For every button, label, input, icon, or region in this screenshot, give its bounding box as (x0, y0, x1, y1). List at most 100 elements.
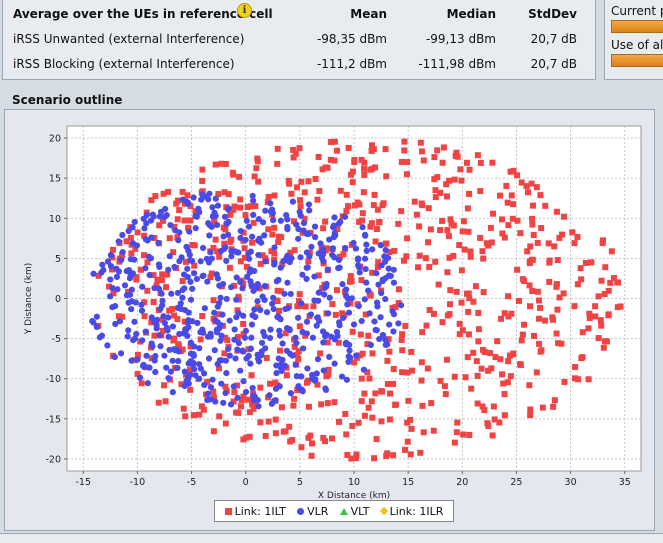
point-vlr (212, 398, 219, 405)
point-link-1ilt (320, 225, 327, 232)
point-vlr (292, 361, 299, 368)
point-link-1ilt (466, 295, 473, 302)
point-vlr (343, 376, 351, 383)
point-link-1ilt (477, 159, 484, 166)
point-vlr (299, 271, 306, 278)
point-link-1ilt (437, 377, 444, 384)
point-vlr (166, 253, 173, 260)
point-link-1ilt (419, 329, 426, 336)
point-vlr (328, 333, 335, 340)
point-vlr (322, 386, 330, 394)
point-link-1ilt (517, 361, 524, 368)
point-link-1ilt (252, 401, 259, 408)
point-link-1ilt (175, 342, 182, 349)
legend-item-1ilr[interactable]: Link: 1ILR (379, 505, 443, 518)
point-vlr (257, 306, 264, 314)
point-link-1ilt (444, 269, 451, 276)
point-link-1ilt (361, 390, 368, 397)
point-link-1ilt (222, 226, 229, 233)
scenario-scatter-chart: -15 -10 -5 0 5 10 15 20 25 30 35 -20 -15 -10 -5 0 5 10 15 2… (24, 125, 642, 501)
y-tick-label: 15 (49, 174, 61, 185)
point-vlr (350, 321, 358, 328)
point-link-1ilt (603, 338, 610, 345)
point-link-1ilt (404, 369, 411, 376)
point-link-1ilt (230, 398, 237, 405)
point-vlr (376, 335, 383, 343)
point-link-1ilt (123, 238, 130, 245)
point-vlr (179, 196, 186, 203)
point-vlr (142, 236, 149, 243)
point-vlr (193, 275, 201, 283)
point-link-1ilt (607, 279, 614, 286)
point-vlr (169, 323, 177, 330)
legend-item-1ilt[interactable]: Link: 1ILT (224, 505, 286, 518)
point-link-1ilt (197, 336, 204, 343)
point-link-1ilt (523, 183, 530, 190)
point-link-1ilt (148, 197, 155, 204)
point-vlr (242, 388, 250, 396)
point-link-1ilt (322, 218, 329, 225)
point-link-1ilt (106, 283, 113, 290)
point-link-1ilt (595, 293, 602, 300)
point-link-1ilt (215, 365, 222, 372)
point-link-1ilt (432, 258, 439, 265)
legend-label: VLT (350, 504, 370, 518)
point-link-1ilt (290, 402, 297, 409)
point-link-1ilt (184, 192, 191, 199)
row-stddev: 20,7 dB (530, 32, 577, 46)
point-link-1ilt (199, 313, 206, 320)
point-link-1ilt (366, 290, 373, 297)
point-vlr (121, 282, 129, 289)
point-vlr (242, 236, 249, 243)
point-vlr (324, 266, 331, 273)
point-vlr (93, 313, 100, 320)
point-vlr (276, 383, 283, 390)
point-vlr (387, 272, 394, 280)
point-link-1ilt (395, 286, 402, 293)
point-link-1ilt (458, 177, 465, 184)
point-link-1ilt (496, 192, 503, 199)
point-link-1ilt (308, 452, 315, 459)
point-link-1ilt (288, 190, 295, 197)
point-link-1ilt (425, 205, 432, 212)
point-link-1ilt (301, 189, 308, 196)
point-link-1ilt (413, 211, 420, 218)
legend-item-vlr[interactable]: VLR (297, 505, 328, 518)
point-link-1ilt (505, 358, 512, 365)
point-link-1ilt (200, 406, 207, 413)
point-link-1ilt (384, 450, 391, 457)
point-link-1ilt (597, 317, 604, 324)
info-icon[interactable]: i (237, 3, 252, 18)
point-link-1ilt (462, 374, 469, 381)
point-vlr (180, 330, 187, 337)
point-vlr (353, 352, 360, 359)
point-link-1ilt (308, 440, 315, 447)
point-link-1ilt (373, 226, 380, 233)
legend-item-vlt[interactable]: VLT (339, 504, 370, 518)
point-vlr (248, 233, 256, 240)
point-vlr (220, 233, 227, 240)
point-link-1ilt (496, 419, 503, 426)
point-link-1ilt (461, 246, 468, 253)
point-link-1ilt (480, 346, 487, 353)
point-vlr (297, 254, 304, 261)
point-link-1ilt (148, 319, 155, 326)
point-vlr (223, 295, 230, 303)
point-link-1ilt (185, 224, 192, 231)
point-link-1ilt (279, 261, 286, 268)
point-link-1ilt (530, 202, 537, 209)
circle-marker-icon (297, 507, 305, 515)
point-vlr (247, 266, 254, 273)
point-link-1ilt (605, 311, 612, 318)
point-vlr (184, 199, 192, 206)
point-link-1ilt (617, 303, 624, 310)
point-link-1ilt (237, 196, 244, 203)
point-link-1ilt (368, 220, 375, 227)
point-link-1ilt (324, 339, 331, 346)
point-link-1ilt (138, 380, 145, 387)
point-vlr (114, 286, 121, 293)
point-link-1ilt (529, 215, 536, 222)
point-vlr (303, 249, 311, 256)
point-link-1ilt (497, 356, 504, 363)
point-vlr (186, 228, 193, 235)
